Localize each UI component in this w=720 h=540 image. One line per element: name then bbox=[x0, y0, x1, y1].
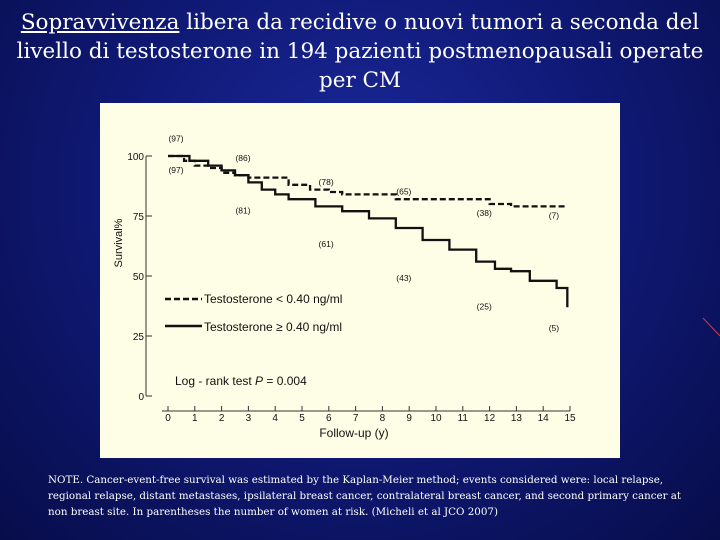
y-axis-label: Survival% bbox=[113, 218, 125, 267]
at-risk-label: (61) bbox=[319, 239, 334, 249]
legend-label-low: Testosterone < 0.40 ng/ml bbox=[204, 292, 342, 306]
x-axis-label: Follow-up (y) bbox=[319, 426, 388, 440]
logrank-annotation: Log - rank test P = 0.004 bbox=[175, 374, 307, 388]
x-tick-label: 8 bbox=[380, 413, 386, 424]
series-group bbox=[168, 154, 569, 308]
x-tick-label: 7 bbox=[353, 413, 359, 424]
at-risk-label: (7) bbox=[549, 210, 560, 220]
y-tick-label: 50 bbox=[133, 272, 145, 283]
x-ticks: 0 1 2 3 4 5 6 7 8 9 10 11 12 13 14 15 bbox=[165, 406, 576, 424]
at-risk-label: (5) bbox=[549, 323, 560, 333]
x-tick-label: 14 bbox=[538, 413, 550, 424]
logrank-p: P bbox=[255, 374, 263, 388]
x-tick-label: 11 bbox=[458, 413, 469, 424]
x-tick-label: 10 bbox=[430, 413, 442, 424]
slide-title: Sopravvivenza libera da recidive o nuovi… bbox=[0, 8, 720, 95]
x-tick-label: 3 bbox=[246, 413, 252, 424]
x-tick-label: 6 bbox=[326, 413, 332, 424]
at-risk-label: (86) bbox=[235, 153, 250, 163]
x-tick-label: 2 bbox=[219, 413, 225, 424]
at-risk-label: (25) bbox=[477, 302, 492, 312]
y-tick-label: 75 bbox=[133, 212, 145, 223]
footnote: NOTE. Cancer-event-free survival was est… bbox=[48, 474, 682, 518]
at-risk-label: (78) bbox=[319, 177, 334, 187]
x-tick-label: 4 bbox=[272, 413, 278, 424]
x-tick-label: 15 bbox=[564, 413, 576, 424]
x-tick-label: 1 bbox=[192, 413, 198, 424]
x-tick-label: 5 bbox=[299, 413, 305, 424]
at-risk-labels: (97) (86) (97) (78) (65) (81) (38) (7) (61) (43) (… bbox=[168, 134, 559, 334]
at-risk-label: (43) bbox=[396, 273, 411, 283]
logrank-prefix: Log - rank test bbox=[175, 374, 255, 388]
chart-panel: 0 25 50 75 100 0 1 2 3 4 5 6 7 8 9 10 11 12 13 14 15 Surviv… bbox=[100, 103, 620, 458]
at-risk-label: (65) bbox=[396, 186, 411, 196]
x-tick-label: 9 bbox=[406, 413, 412, 424]
at-risk-label: (97) bbox=[168, 134, 183, 144]
y-ticks: 0 25 50 75 100 bbox=[127, 152, 152, 403]
at-risk-label: (81) bbox=[235, 206, 250, 216]
y-tick-label: 0 bbox=[138, 392, 144, 403]
at-risk-label: (38) bbox=[477, 208, 492, 218]
logrank-value: = 0.004 bbox=[263, 374, 307, 388]
at-risk-label: (97) bbox=[168, 165, 183, 175]
y-tick-label: 25 bbox=[133, 332, 145, 343]
y-tick-label: 100 bbox=[127, 152, 144, 163]
x-tick-label: 12 bbox=[484, 413, 496, 424]
x-tick-label: 13 bbox=[511, 413, 523, 424]
legend-label-high: Testosterone ≥ 0.40 ng/ml bbox=[204, 320, 342, 334]
title-rest: libera da recidive o nuovi tumori a seco… bbox=[16, 10, 704, 93]
x-tick-label: 0 bbox=[165, 413, 171, 424]
legend: Testosterone < 0.40 ng/ml Testosterone ≥… bbox=[165, 292, 342, 334]
title-underlined: Sopravvivenza bbox=[20, 10, 180, 35]
series-testosterone-high bbox=[168, 154, 569, 308]
